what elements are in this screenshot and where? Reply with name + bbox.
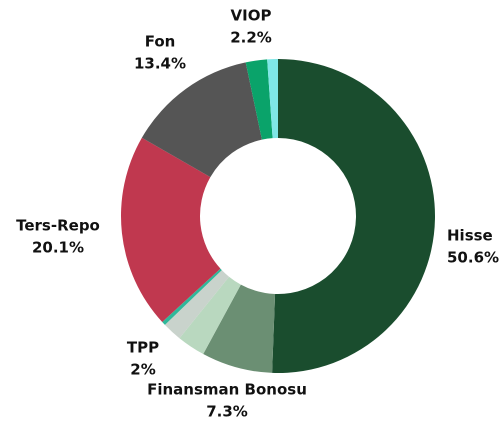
segment-value-label: 7.3% (206, 403, 248, 421)
donut-segment (162, 268, 222, 325)
donut-segment (245, 59, 273, 140)
segment-label: TPP (127, 339, 159, 357)
segment-label: Fon (145, 33, 176, 51)
segment-value-label: 13.4% (134, 55, 186, 73)
donut-segment (179, 276, 241, 355)
segment-value-label: 50.6% (447, 249, 499, 267)
segment-label: Finansman Bonosu (147, 381, 307, 399)
donut-segment (203, 284, 276, 373)
segment-value-label: 20.1% (32, 239, 84, 257)
donut-segment (267, 59, 278, 139)
donut-segment (164, 270, 230, 339)
segment-label: Hisse (447, 227, 493, 245)
segment-value-label: 2% (130, 361, 155, 379)
segment-value-label: 2.2% (230, 29, 272, 47)
segment-label: Ters-Repo (16, 217, 100, 235)
donut-segment (121, 137, 221, 323)
donut-segment (272, 59, 435, 373)
donut-segment (141, 62, 262, 178)
segment-label: VIOP (231, 7, 272, 25)
